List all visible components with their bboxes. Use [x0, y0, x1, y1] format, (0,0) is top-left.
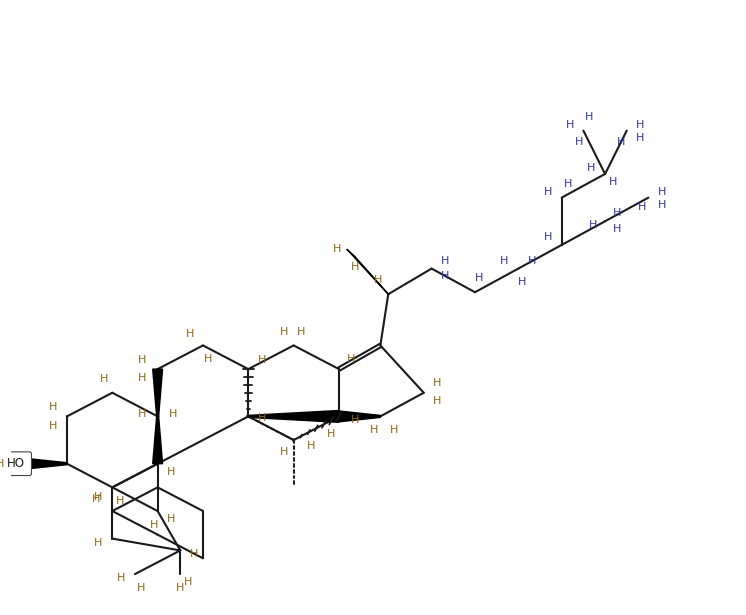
- Text: H: H: [658, 200, 666, 210]
- Text: H: H: [433, 378, 442, 388]
- Text: H: H: [658, 187, 666, 197]
- Text: H: H: [138, 355, 146, 365]
- Text: HO: HO: [7, 457, 25, 470]
- Text: H: H: [186, 328, 195, 339]
- Text: H: H: [351, 415, 359, 426]
- Text: H: H: [94, 538, 103, 547]
- Text: H: H: [149, 520, 158, 530]
- Text: H: H: [433, 395, 442, 406]
- Text: H: H: [639, 202, 647, 212]
- Text: H: H: [351, 261, 359, 272]
- Polygon shape: [153, 369, 163, 416]
- Text: H: H: [544, 187, 552, 197]
- Text: H: H: [441, 256, 450, 266]
- Text: H: H: [138, 410, 146, 419]
- FancyBboxPatch shape: [0, 452, 31, 475]
- Text: H: H: [167, 467, 175, 477]
- Text: H: H: [280, 327, 288, 336]
- Text: H: H: [333, 244, 341, 254]
- Text: H: H: [585, 112, 594, 122]
- Text: H: H: [587, 163, 595, 173]
- Text: H: H: [636, 120, 645, 130]
- Text: H: H: [93, 494, 101, 504]
- Text: H: H: [441, 271, 450, 282]
- Polygon shape: [347, 249, 389, 295]
- Text: H: H: [258, 355, 266, 365]
- Text: H: H: [190, 549, 198, 560]
- Text: H: H: [184, 577, 192, 587]
- Text: H: H: [176, 583, 184, 593]
- Text: H: H: [298, 327, 306, 336]
- Text: H: H: [116, 496, 125, 506]
- Text: H: H: [137, 583, 145, 593]
- Polygon shape: [153, 416, 163, 464]
- Text: H: H: [94, 492, 103, 502]
- Text: H: H: [374, 276, 383, 285]
- Text: H: H: [575, 137, 583, 148]
- Text: H: H: [612, 224, 621, 234]
- Text: H: H: [474, 274, 483, 284]
- Text: H: H: [204, 354, 212, 364]
- Text: H: H: [612, 208, 621, 218]
- Text: H: H: [528, 256, 536, 266]
- Polygon shape: [339, 411, 380, 422]
- Text: H: H: [100, 374, 109, 384]
- Text: H: H: [258, 413, 266, 423]
- Text: H: H: [138, 373, 146, 383]
- Text: H: H: [347, 354, 355, 364]
- Text: H: H: [636, 133, 645, 143]
- Text: H: H: [169, 410, 178, 419]
- Text: H: H: [390, 425, 398, 435]
- Polygon shape: [30, 459, 67, 469]
- Text: H: H: [327, 429, 335, 439]
- Text: H: H: [167, 514, 175, 524]
- Text: H: H: [544, 232, 552, 242]
- Text: H: H: [370, 425, 379, 435]
- Polygon shape: [248, 410, 339, 423]
- Text: H: H: [589, 220, 598, 230]
- Text: H: H: [609, 177, 617, 187]
- Text: H: H: [0, 459, 4, 469]
- Text: H: H: [565, 120, 574, 130]
- Text: H: H: [563, 179, 571, 189]
- Text: H: H: [617, 137, 625, 148]
- Text: H: H: [117, 573, 125, 583]
- Text: H: H: [518, 277, 527, 287]
- Text: H: H: [307, 441, 316, 451]
- Text: H: H: [49, 402, 57, 411]
- Text: H: H: [280, 447, 288, 457]
- Text: H: H: [501, 256, 509, 266]
- Text: H: H: [49, 421, 57, 431]
